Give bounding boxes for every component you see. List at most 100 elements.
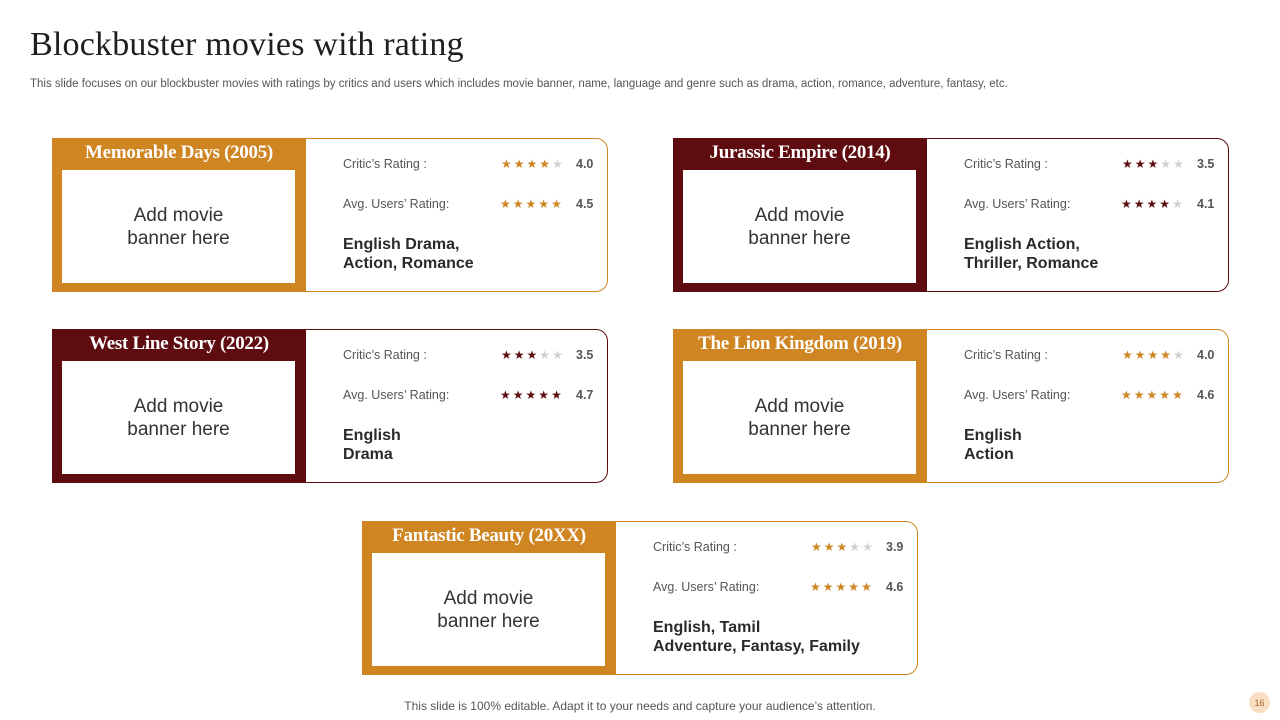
critic-rating-label: Critic’s Rating : (343, 348, 427, 362)
star-icon: ★ (1172, 197, 1185, 211)
user-rating-value: 4.5 (576, 197, 594, 211)
star-icon: ★ (1133, 388, 1147, 402)
star-icon: ★ (836, 540, 850, 554)
star-icon: ★ (862, 540, 875, 554)
card-header-panel: The Lion Kingdom (2019) Add movie banner… (673, 329, 927, 483)
star-icon: ★ (526, 157, 540, 171)
card-header-panel: Jurassic Empire (2014) Add movie banner … (673, 138, 927, 292)
star-icon: ★ (552, 348, 565, 362)
critic-star-rating: ★★★★★ (501, 348, 565, 362)
critic-rating-value: 4.0 (1197, 348, 1215, 362)
star-icon: ★ (1159, 388, 1173, 402)
genre-line: English Action, (964, 236, 1080, 253)
star-icon: ★ (1173, 348, 1186, 362)
star-icon: ★ (1160, 157, 1174, 171)
star-icon: ★ (538, 388, 552, 402)
user-star-rating: ★★★★★ (810, 580, 874, 594)
critic-rating-label: Critic’s Rating : (653, 540, 737, 554)
banner-placeholder[interactable]: Add movie banner here (683, 361, 916, 474)
star-icon: ★ (525, 388, 539, 402)
star-icon: ★ (861, 580, 874, 594)
movie-title: Jurassic Empire (2014) (709, 142, 891, 163)
critic-rating-value: 3.5 (1197, 157, 1215, 171)
banner-placeholder[interactable]: Add movie banner here (372, 553, 605, 666)
star-icon: ★ (539, 157, 553, 171)
user-rating-value: 4.7 (576, 388, 594, 402)
genre-line: English Drama, (343, 236, 460, 253)
movie-card-the-lion-kingdom: The Lion Kingdom (2019) Add movie banner… (673, 329, 1229, 483)
star-icon: ★ (1122, 157, 1135, 171)
slide-title: Blockbuster movies with rating (30, 26, 464, 63)
movie-genre: English Drama, Action, Romance (343, 235, 553, 273)
movie-title: Memorable Days (2005) (85, 142, 273, 163)
genre-line: Drama (343, 446, 393, 463)
genre-line: English, Tamil (653, 619, 761, 636)
critic-star-rating: ★★★★★ (1122, 348, 1186, 362)
star-icon: ★ (1134, 348, 1148, 362)
critic-star-rating: ★★★★★ (501, 157, 565, 171)
user-rating-label: Avg. Users’ Rating: (964, 197, 1071, 211)
star-icon: ★ (1146, 197, 1160, 211)
user-star-rating: ★★★★★ (1121, 388, 1185, 402)
user-rating-label: Avg. Users’ Rating: (343, 388, 450, 402)
critic-rating-label: Critic’s Rating : (964, 157, 1048, 171)
critic-star-rating: ★★★★★ (811, 540, 875, 554)
star-icon: ★ (539, 348, 553, 362)
star-icon: ★ (1172, 388, 1185, 402)
user-star-rating: ★★★★★ (1121, 197, 1185, 211)
star-icon: ★ (1147, 348, 1161, 362)
movie-title: West Line Story (2022) (89, 333, 269, 354)
movie-genre: English, Tamil Adventure, Fantasy, Famil… (653, 618, 863, 656)
page-number-badge: 16 (1249, 692, 1270, 713)
movie-genre: English Drama (343, 426, 553, 464)
card-header-panel: West Line Story (2022) Add movie banner … (52, 329, 306, 483)
star-icon: ★ (1133, 197, 1147, 211)
genre-line: Adventure, Fantasy, Family (653, 638, 860, 655)
star-icon: ★ (810, 580, 823, 594)
critic-rating-value: 3.5 (576, 348, 594, 362)
star-icon: ★ (1173, 157, 1186, 171)
star-icon: ★ (538, 197, 552, 211)
star-icon: ★ (1160, 348, 1174, 362)
movie-genre: English Action, Thriller, Romance (964, 235, 1174, 273)
user-rating-value: 4.1 (1197, 197, 1215, 211)
star-icon: ★ (823, 540, 837, 554)
star-icon: ★ (552, 157, 565, 171)
star-icon: ★ (551, 197, 564, 211)
user-star-rating: ★★★★★ (500, 388, 564, 402)
star-icon: ★ (501, 348, 514, 362)
user-rating-value: 4.6 (1197, 388, 1215, 402)
banner-placeholder[interactable]: Add movie banner here (62, 361, 295, 474)
star-icon: ★ (1147, 157, 1161, 171)
critic-rating-value: 4.0 (576, 157, 594, 171)
star-icon: ★ (513, 348, 527, 362)
card-header-panel: Fantastic Beauty (20XX) Add movie banner… (362, 521, 616, 675)
star-icon: ★ (513, 157, 527, 171)
star-icon: ★ (811, 540, 824, 554)
star-icon: ★ (822, 580, 836, 594)
critic-rating-label: Critic’s Rating : (343, 157, 427, 171)
banner-placeholder[interactable]: Add movie banner here (683, 170, 916, 283)
movie-card-jurassic-empire: Jurassic Empire (2014) Add movie banner … (673, 138, 1229, 292)
star-icon: ★ (835, 580, 849, 594)
star-icon: ★ (1121, 388, 1134, 402)
star-icon: ★ (512, 197, 526, 211)
star-icon: ★ (526, 348, 540, 362)
banner-placeholder[interactable]: Add movie banner here (62, 170, 295, 283)
banner-placeholder-text: Add movie banner here (127, 395, 230, 440)
star-icon: ★ (512, 388, 526, 402)
movie-card-memorable-days: Memorable Days (2005) Add movie banner h… (52, 138, 608, 292)
footer-note: This slide is 100% editable. Adapt it to… (404, 699, 876, 713)
star-icon: ★ (848, 580, 862, 594)
user-rating-label: Avg. Users’ Rating: (343, 197, 450, 211)
star-icon: ★ (1134, 157, 1148, 171)
user-rating-label: Avg. Users’ Rating: (653, 580, 760, 594)
genre-line: Action, Romance (343, 255, 474, 272)
star-icon: ★ (500, 197, 513, 211)
star-icon: ★ (1146, 388, 1160, 402)
star-icon: ★ (500, 388, 513, 402)
movie-genre: English Action (964, 426, 1174, 464)
banner-placeholder-text: Add movie banner here (748, 204, 851, 249)
genre-line: Action (964, 446, 1014, 463)
star-icon: ★ (1121, 197, 1134, 211)
